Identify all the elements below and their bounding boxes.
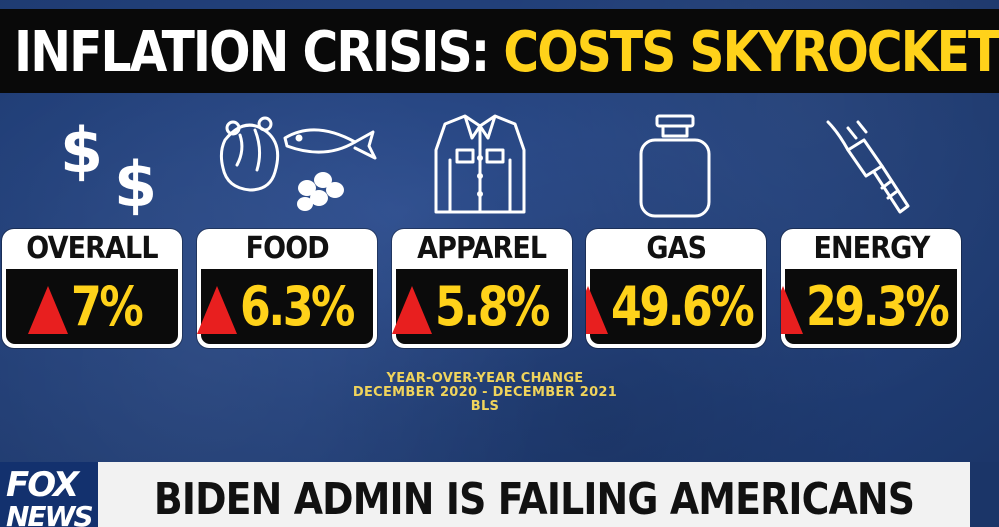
stat-card-overall: OVERALL 7%	[2, 229, 182, 348]
stat-card-energy: ENERGY 29.3%	[781, 229, 961, 348]
caption-line-1: YEAR-OVER-YEAR CHANGE	[386, 371, 584, 386]
stat-value: 29.3%	[806, 274, 950, 338]
headline-bar: INFLATION CRISIS: COSTS SKYROCKET	[0, 9, 999, 93]
headline: INFLATION CRISIS: COSTS SKYROCKET	[14, 20, 999, 85]
lower-third-text: BIDEN ADMIN IS FAILING AMERICANS	[153, 474, 915, 525]
svg-text:$: $	[114, 148, 157, 220]
stat-value: 7%	[70, 274, 144, 338]
gas-tank-icon	[635, 110, 715, 220]
dollar-signs-icon: $ $	[50, 110, 170, 220]
plug-icon	[820, 110, 920, 220]
caption-line-3: BLS	[470, 399, 500, 414]
logo-line-2: NEWS	[6, 500, 94, 527]
stat-label: APPAREL	[417, 231, 547, 266]
stat-value: 5.8%	[434, 274, 550, 338]
stat-label: GAS	[646, 231, 707, 266]
jacket-icon	[430, 110, 530, 220]
stat-value: 49.6%	[611, 274, 755, 338]
banner-edge	[970, 462, 999, 527]
caption-line-2: DECEMBER 2020 - DECEMBER 2021	[352, 385, 618, 400]
lower-third-banner: BIDEN ADMIN IS FAILING AMERICANS	[98, 462, 970, 527]
stat-card-food: FOOD 6.3%	[197, 229, 377, 348]
network-logo: FOX NEWS	[0, 462, 98, 527]
up-arrow-icon	[586, 285, 609, 334]
up-arrow-icon	[392, 285, 432, 334]
stat-label: OVERALL	[26, 231, 158, 266]
stat-card-apparel: APPAREL 5.8%	[392, 229, 572, 348]
headline-part1: INFLATION CRISIS:	[14, 19, 490, 85]
food-icon	[215, 110, 380, 220]
stat-label: ENERGY	[812, 231, 930, 266]
up-arrow-icon	[781, 285, 804, 334]
stat-card-gas: GAS 49.6%	[586, 229, 766, 348]
source-caption: YEAR-OVER-YEAR CHANGE DECEMBER 2020 - DE…	[300, 372, 670, 414]
logo-line-1: FOX	[6, 465, 79, 505]
headline-part2: COSTS SKYROCKET	[503, 19, 999, 85]
stat-value: 6.3%	[239, 274, 355, 338]
up-arrow-icon	[197, 285, 237, 334]
stat-label: FOOD	[245, 231, 329, 266]
up-arrow-icon	[27, 285, 68, 334]
svg-text:$: $	[60, 114, 103, 187]
